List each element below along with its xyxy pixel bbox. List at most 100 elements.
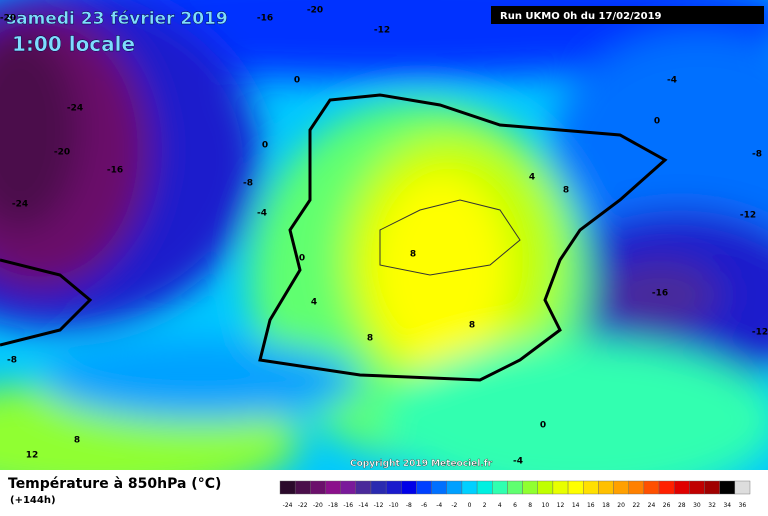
contour-label: -4 [667,76,677,86]
scale-label: -20 [313,502,323,509]
scale-swatch [507,480,523,495]
scale-swatch [325,480,341,495]
scale-label: -18 [328,502,338,509]
scale-swatch [613,480,629,495]
contour-label: -24 [67,104,83,114]
scale-label: 36 [739,502,747,509]
scale-swatch [294,480,311,495]
contour-label: -16 [107,166,123,176]
scale-label: 28 [678,502,686,509]
lead-time: (+144h) [10,495,56,506]
contour-label: 4 [311,298,317,308]
scale-swatch [537,480,554,495]
map-title: samedi 23 février 2019 [6,9,228,29]
scale-label: -4 [436,502,442,509]
scale-label: 10 [542,502,550,509]
scale-label: 34 [723,502,731,509]
scale-label: 4 [498,502,502,509]
scale-swatch [658,480,675,495]
scale-swatch [385,480,402,495]
contour-label: -8 [7,356,17,366]
scale-swatch [401,480,417,495]
contour-label: -24 [12,200,28,210]
scale-label: 0 [468,502,472,509]
contour-label: -16 [257,14,273,24]
scale-label: -16 [343,502,353,509]
contour-label: -12 [752,328,768,338]
scale-label: 30 [693,502,701,509]
scale-label: -10 [389,502,399,509]
scale-swatch [431,480,447,495]
scale-label: 26 [663,502,671,509]
scale-swatch [719,480,736,495]
contour-label: 0 [294,76,300,86]
scale-label: 2 [483,502,487,509]
contour-label: -12 [740,211,756,221]
contour-label: 4 [529,173,535,183]
contour-label: -20 [0,14,16,24]
contour [379,199,521,276]
run-info: Run UKMO 0h du 17/02/2019 [500,11,662,22]
scale-swatch [416,480,432,495]
contour-label: 8 [563,186,569,196]
contour-label: 8 [410,250,416,260]
scale-swatch [689,480,705,495]
scale-swatch [476,480,493,495]
contour-label: -4 [513,457,523,467]
scale-label: 12 [557,502,565,509]
scale-label: -8 [406,502,412,509]
scale-label: 32 [708,502,716,509]
contour-label: -8 [752,150,762,160]
contour-label: 12 [26,451,39,461]
scale-label: 14 [572,502,580,509]
scale-label: 24 [648,502,656,509]
scale-swatch [279,480,296,495]
scale-label: -14 [358,502,368,509]
scale-swatch [492,480,508,495]
zero-isotherm [0,258,93,347]
scale-label: -22 [298,502,308,509]
scale-swatch [370,480,387,495]
contour-label: 8 [74,436,80,446]
scale-label: 16 [587,502,595,509]
contour-label: -20 [54,148,70,158]
contour-label: -20 [307,6,323,16]
variable-label: Température à 850hPa (°C) [8,476,221,492]
scale-swatch [552,480,569,495]
scale-swatch [704,480,720,495]
scale-label: 20 [617,502,625,509]
scale-label: 6 [513,502,517,509]
contour-label: 0 [299,254,305,264]
zero-isotherm [258,93,668,382]
contour-label: 0 [654,117,660,127]
contour-label: -8 [243,179,253,189]
scale-label: 22 [632,502,640,509]
scale-label: 8 [528,502,532,509]
contour-label: -4 [257,209,267,219]
map-subtitle: 1:00 locale [12,32,135,56]
scale-label: -24 [283,502,293,509]
scale-swatch [446,480,463,495]
scale-swatch [734,480,751,495]
scale-label: -12 [374,502,384,509]
scale-label: 18 [602,502,610,509]
scale-swatch [628,480,645,495]
contour-label: 0 [262,141,268,151]
scale-swatch [583,480,599,495]
scale-swatch [355,480,372,495]
copyright: Copyright 2019 Meteociel.fr [350,459,493,469]
contour-label: -12 [374,26,390,36]
scale-label: -6 [421,502,427,509]
scale-swatch [310,480,326,495]
scale-label: -2 [451,502,457,509]
scale-swatch [340,480,357,495]
scale-swatch [461,480,478,495]
contour-label: 0 [540,421,546,431]
scale-swatch [643,480,660,495]
scale-swatch [522,480,538,495]
temperature-field [0,0,768,470]
scale-swatch [673,480,690,495]
scale-swatch [598,480,614,495]
scale-swatch [567,480,584,495]
